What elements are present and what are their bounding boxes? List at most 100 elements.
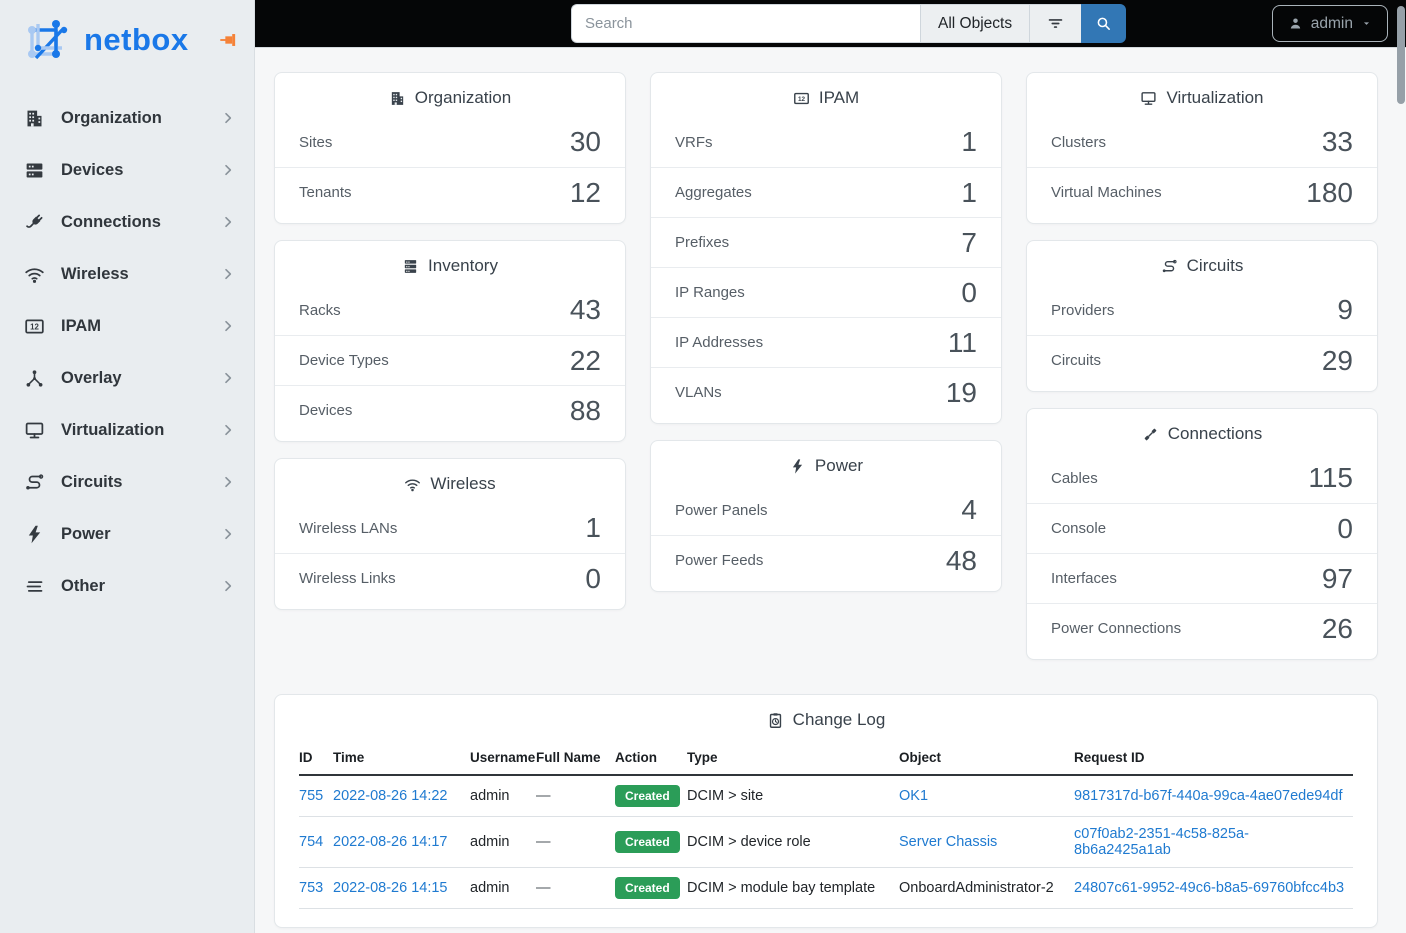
status-badge: Created: [615, 785, 680, 807]
pin-sidebar-icon[interactable]: [218, 29, 240, 51]
chevron-right-icon: [220, 422, 236, 438]
ipam-icon: [793, 90, 810, 107]
change-id-link[interactable]: 754: [299, 834, 324, 850]
change-type: DCIM > module bay template: [687, 867, 899, 909]
sidebar-item-ipam[interactable]: IPAM: [0, 300, 254, 352]
stat-row-prefixes[interactable]: Prefixes 7: [651, 217, 1001, 267]
sidebar-item-organization[interactable]: Organization: [0, 92, 254, 144]
request-id-link[interactable]: 9817317d-b67f-440a-99ca-4ae07ede94df: [1074, 788, 1343, 804]
stat-row-device-types[interactable]: Device Types 22: [275, 335, 625, 385]
organization-card: Organization Sites 30 Tenants 12: [274, 72, 626, 224]
sidebar-item-wireless[interactable]: Wireless: [0, 248, 254, 300]
sidebar: netbox Organization Devices Connections …: [0, 0, 255, 933]
stat-row-power-feeds[interactable]: Power Feeds 48: [651, 535, 1001, 585]
filter-button[interactable]: [1029, 4, 1082, 43]
stat-row-console[interactable]: Console 0: [1027, 503, 1377, 553]
stat-value: 43: [569, 294, 601, 325]
change-full-name: —: [536, 816, 615, 868]
sidebar-item-label: Virtualization: [61, 420, 165, 439]
request-id-link[interactable]: 24807c61-9952-49c6-b8a5-69760bfcc4b3: [1074, 880, 1345, 896]
menu-lines-icon: [24, 576, 45, 597]
stat-row-tenants[interactable]: Tenants 12: [275, 167, 625, 217]
stat-value: 0: [1337, 512, 1353, 544]
scrollbar-thumb[interactable]: [1397, 6, 1405, 104]
change-log-table: ID Time Username Full Name Action Type O…: [299, 741, 1353, 909]
stat-row-vlans[interactable]: VLANs 19: [651, 367, 1001, 417]
col-header-full-name: Full Name: [536, 741, 615, 776]
stat-row-wireless-lans[interactable]: Wireless LANs 1: [275, 503, 625, 553]
change-time-link[interactable]: 2022-08-26 14:17: [333, 834, 448, 850]
request-id-link[interactable]: c07f0ab2-2351-4c58-825a-8b6a2425a1ab: [1074, 826, 1249, 858]
change-id-link[interactable]: 753: [299, 880, 324, 896]
stat-value: 1: [585, 512, 601, 543]
stat-row-power-connections[interactable]: Power Connections 26: [1027, 603, 1377, 653]
caret-down-icon: [1361, 18, 1372, 29]
stat-row-sites[interactable]: Sites 30: [275, 117, 625, 167]
stat-value: 30: [569, 126, 601, 157]
building-icon: [24, 108, 45, 129]
stat-label: Devices: [299, 402, 353, 419]
change-username: admin: [470, 775, 536, 817]
brand-name[interactable]: netbox: [84, 22, 189, 57]
stat-row-aggregates[interactable]: Aggregates 1: [651, 167, 1001, 217]
change-type: DCIM > site: [687, 775, 899, 817]
search-input[interactable]: [571, 4, 920, 43]
stat-label: Providers: [1051, 301, 1115, 319]
sidebar-item-label: Organization: [61, 108, 162, 127]
stat-row-ip-addresses[interactable]: IP Addresses 11: [651, 317, 1001, 367]
col-header-id: ID: [299, 741, 333, 776]
dashboard-column-2: IPAM VRFs 1 Aggregates 1 Prefixes 7: [650, 72, 1002, 608]
overlay-icon: [24, 368, 45, 389]
change-object-link[interactable]: Server Chassis: [899, 834, 998, 850]
stat-value: 1: [961, 176, 977, 208]
search-scope-button[interactable]: All Objects: [920, 4, 1030, 43]
username-label: admin: [1310, 14, 1353, 32]
stat-row-devices[interactable]: Devices 88: [275, 385, 625, 435]
stat-row-vrfs[interactable]: VRFs 1: [651, 117, 1001, 167]
person-icon: [1288, 16, 1303, 31]
stat-row-interfaces[interactable]: Interfaces 97: [1027, 553, 1377, 603]
table-row: 755 2022-08-26 14:22 admin — Created DCI…: [299, 775, 1353, 817]
stat-value: 1: [961, 126, 977, 157]
stat-row-cables[interactable]: Cables 115: [1027, 453, 1377, 503]
page-scrollbar[interactable]: [1396, 0, 1406, 933]
stat-row-clusters[interactable]: Clusters 33: [1027, 117, 1377, 167]
stat-label: Virtual Machines: [1051, 184, 1162, 201]
sidebar-item-other[interactable]: Other: [0, 560, 254, 612]
stat-value: 0: [961, 276, 977, 308]
stat-row-ip-ranges[interactable]: IP Ranges 0: [651, 267, 1001, 317]
chevron-right-icon: [220, 526, 236, 542]
chevron-right-icon: [220, 318, 236, 334]
circuits-icon: [24, 472, 45, 493]
sidebar-item-circuits[interactable]: Circuits: [0, 456, 254, 508]
dashboard-column-1: Organization Sites 30 Tenants 12 Inv: [274, 72, 626, 626]
sidebar-nav: Organization Devices Connections Wireles…: [0, 92, 254, 612]
stat-row-providers[interactable]: Providers 9: [1027, 285, 1377, 335]
stat-row-circuits[interactable]: Circuits 29: [1027, 335, 1377, 385]
card-header: Power: [651, 441, 1001, 481]
search-submit-button[interactable]: [1081, 4, 1127, 43]
stat-row-virtual-machines[interactable]: Virtual Machines 180: [1027, 167, 1377, 217]
netbox-logo-icon[interactable]: [22, 14, 74, 66]
sidebar-item-overlay[interactable]: Overlay: [0, 352, 254, 404]
sidebar-item-power[interactable]: Power: [0, 508, 254, 560]
change-time-link[interactable]: 2022-08-26 14:22: [333, 788, 448, 804]
card-header: Inventory: [275, 241, 625, 281]
stat-label: Clusters: [1051, 133, 1107, 151]
stat-label: Power Connections: [1051, 620, 1182, 637]
change-time-link[interactable]: 2022-08-26 14:15: [333, 880, 448, 896]
change-id-link[interactable]: 755: [299, 788, 324, 804]
stat-row-power-panels[interactable]: Power Panels 4: [651, 485, 1001, 535]
stat-row-wireless-links[interactable]: Wireless Links 0: [275, 553, 625, 603]
sidebar-item-devices[interactable]: Devices: [0, 144, 254, 196]
wireless-card: Wireless Wireless LANs 1 Wireless Links …: [274, 458, 626, 610]
sidebar-item-connections[interactable]: Connections: [0, 196, 254, 248]
chevron-right-icon: [220, 214, 236, 230]
change-type: DCIM > device role: [687, 816, 899, 868]
user-menu-button[interactable]: admin: [1271, 5, 1388, 42]
stat-label: Circuits: [1051, 352, 1102, 369]
change-object-link[interactable]: OK1: [899, 788, 929, 804]
stat-row-racks[interactable]: Racks 43: [275, 285, 625, 335]
lightning-icon: [789, 458, 806, 475]
sidebar-item-virtualization[interactable]: Virtualization: [0, 404, 254, 456]
